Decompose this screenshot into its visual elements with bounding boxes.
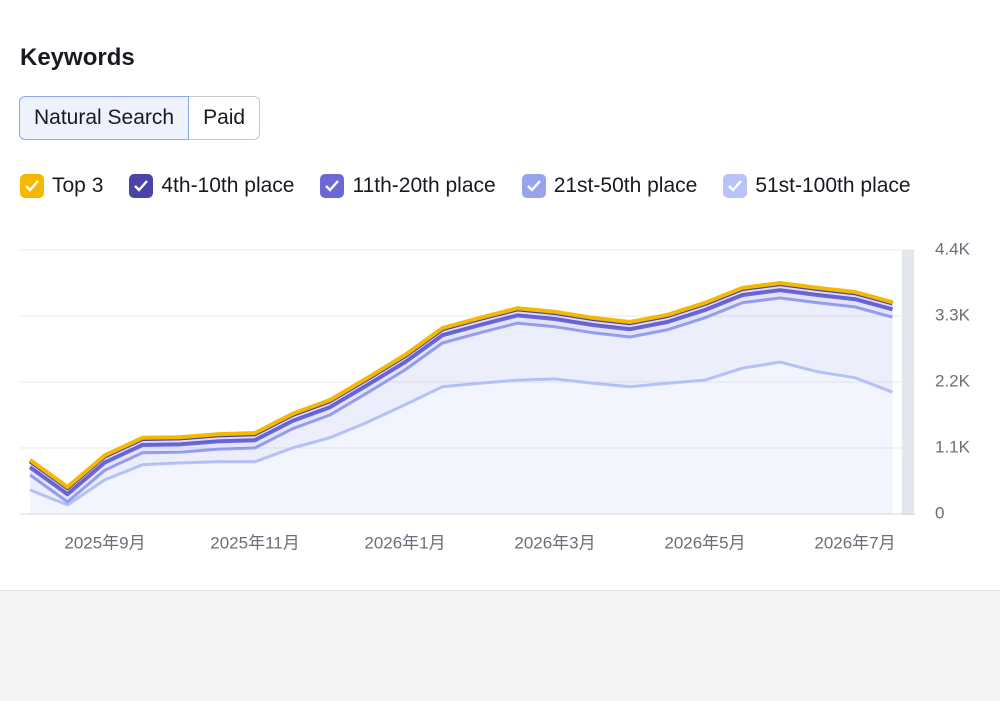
- check-icon: [325, 180, 340, 192]
- area-band: [30, 284, 893, 495]
- x-tick-label: 2025年11月: [210, 533, 299, 552]
- y-tick-label: 3.3K: [935, 305, 971, 324]
- tabs: Natural Search Paid: [19, 96, 261, 140]
- check-icon: [25, 180, 39, 192]
- x-tick-label: 2026年1月: [364, 533, 445, 552]
- y-tick-label: 2.2K: [935, 371, 971, 390]
- y-tick-label: 4.4K: [935, 239, 971, 258]
- checkbox[interactable]: [723, 174, 748, 198]
- legend-item[interactable]: 51st-100th place: [723, 174, 911, 198]
- legend-label: Top 3: [52, 174, 104, 197]
- area-line: [29, 360, 894, 507]
- chart: 0 1.1K 2.2K 3.3K 4.4K 2025年9月 2025年11月 2026年1月 2…: [20, 239, 971, 552]
- legend-item[interactable]: 11th-20th place: [320, 174, 496, 198]
- legend-item[interactable]: Top 3: [20, 174, 103, 198]
- x-tick-label: 2026年5月: [664, 533, 745, 552]
- legend-item[interactable]: 4th-10th place: [129, 174, 294, 198]
- tab[interactable]: Natural Search: [19, 96, 190, 140]
- checkbox[interactable]: [521, 174, 546, 198]
- area-line: [28, 288, 894, 497]
- footer-panel: [0, 590, 1000, 701]
- checkbox[interactable]: [129, 174, 154, 198]
- check-icon: [526, 180, 541, 192]
- legend-item[interactable]: 21st-50th place: [521, 174, 698, 198]
- legend-label: 21st-50th place: [553, 174, 698, 197]
- y-tick-label: 1.1K: [935, 437, 971, 456]
- legend: Top 3 4th-10th place 11th-20th place 21st-5…: [20, 174, 911, 198]
- section-title: Keywords: [20, 44, 135, 71]
- legend-label: 51st-100th place: [755, 174, 911, 197]
- check-icon: [134, 180, 149, 192]
- area-band: [30, 362, 893, 514]
- legend-label: 11th-20th place: [352, 174, 496, 197]
- checkbox[interactable]: [320, 174, 345, 198]
- checkbox[interactable]: [20, 174, 44, 198]
- area-band: [30, 290, 893, 502]
- area-band: [30, 298, 893, 505]
- y-tick-label: 0: [935, 503, 944, 522]
- x-tick-label: 2026年7月: [814, 533, 895, 552]
- area-line: [28, 281, 894, 489]
- legend-label: 4th-10th place: [161, 174, 295, 197]
- check-icon: [728, 180, 743, 192]
- area-line: [29, 296, 893, 504]
- tab[interactable]: Paid: [189, 96, 261, 140]
- x-tick-label: 2025年9月: [64, 533, 145, 552]
- x-tick-label: 2026年3月: [514, 533, 595, 552]
